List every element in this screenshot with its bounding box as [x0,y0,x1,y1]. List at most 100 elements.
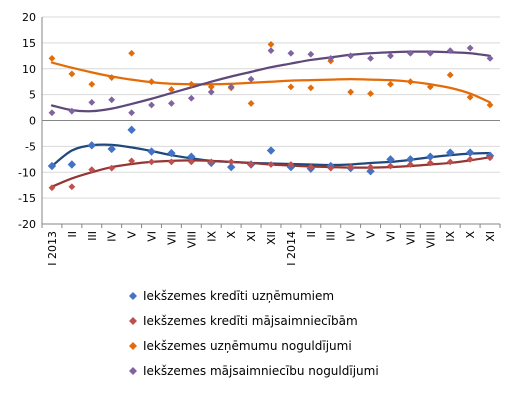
data-point-series-4 [426,49,434,57]
y-tick-label: 5 [29,89,36,102]
y-tick-label: 15 [22,37,36,50]
data-point-series-1 [167,148,176,158]
data-point-series-4 [187,94,195,102]
x-tick-label: V [126,231,139,239]
data-point-series-3 [466,93,474,101]
x-tick-label: VIII [185,231,198,248]
data-point-series-3 [387,80,394,88]
data-point-series-1 [226,162,236,172]
data-point-series-3 [128,49,136,57]
legend-marker-series-2 [129,317,137,325]
data-point-series-1 [266,146,276,155]
data-point-series-4 [267,47,275,55]
x-tick-label: VI [146,231,159,242]
data-point-series-3 [267,41,275,48]
y-tick-label: -15 [18,192,36,205]
data-point-series-4 [406,49,414,57]
x-tick-label: II [66,231,79,238]
data-point-series-4 [48,109,56,117]
data-point-series-3 [307,84,315,92]
x-axis-tick-labels: I 2013 II III IV V VI VII VIII IX X XI XII I 2014 II I… [46,231,497,266]
data-point-series-3 [406,78,414,86]
y-axis-tick-labels: 20 15 10 5 0 -5 -10 -15 -20 [18,11,36,231]
x-tick-label: VII [404,231,417,245]
legend-marker-series-1 [129,292,137,300]
data-point-series-4 [287,49,295,57]
axes [41,17,501,228]
data-point-series-2 [446,158,454,166]
data-point-series-3 [68,70,76,78]
data-point-series-2 [108,164,116,172]
data-point-series-2 [148,158,155,166]
data-point-series-1 [147,147,156,156]
y-tick-label: -20 [18,218,36,231]
data-point-series-4 [347,52,355,60]
x-tick-label: VI [384,231,397,242]
legend: Iekšzemes kredīti uzņēmumiem Iekšzemes kr… [129,289,379,378]
data-point-series-1 [426,152,435,161]
data-point-series-2 [247,161,255,168]
legend-marker-series-4 [129,367,137,375]
data-point-series-3 [168,86,175,93]
data-point-series-4 [466,44,474,52]
trendline-series-4 [50,50,492,113]
data-points [47,41,495,192]
data-point-series-2 [426,159,434,167]
x-tick-label: IX [444,231,457,242]
legend-label-series-2: Iekšzemes kredīti mājsaimniecībām [143,314,358,328]
data-point-series-3 [88,80,96,88]
data-point-series-3 [367,90,374,97]
x-tick-label: XII [265,231,278,245]
data-point-series-1 [187,152,196,161]
data-point-series-4 [307,50,315,58]
data-point-series-1 [47,161,57,171]
data-point-series-1 [446,148,455,157]
data-point-series-3 [486,101,494,109]
data-point-series-1 [67,160,77,169]
legend-label-series-3: Iekšzemes uzņēmumu noguldījumi [143,339,352,353]
data-point-series-2 [486,154,494,162]
data-point-series-2 [207,158,215,166]
data-point-series-1 [366,167,375,176]
data-point-series-2 [48,184,56,192]
x-tick-label: X [464,231,477,239]
legend-label-series-1: Iekšzemes kredīti uzņēmumiem [143,289,334,303]
data-point-series-2 [88,166,96,174]
data-point-series-1 [107,144,116,154]
data-point-series-3 [446,71,454,79]
y-tick-label: -10 [18,166,36,179]
legend-label-series-4: Iekšzemes mājsaimniecību noguldījumi [143,364,379,378]
y-tick-label: 20 [22,11,36,24]
x-tick-label: III [325,231,338,241]
data-point-series-2 [347,163,355,171]
data-point-series-2 [68,183,76,191]
data-point-series-4 [148,101,155,109]
data-point-series-3 [247,100,255,107]
data-point-series-3 [108,74,116,81]
data-point-series-1 [465,148,475,157]
data-point-series-4 [227,83,235,91]
data-point-series-2 [367,163,374,171]
x-tick-label: XI [484,231,497,242]
data-point-series-4 [88,98,96,106]
data-point-series-2 [406,161,414,168]
data-point-series-1 [127,125,136,135]
y-tick-label: 0 [29,115,36,128]
data-point-series-3 [347,88,355,96]
data-point-series-2 [128,157,136,165]
data-point-series-4 [387,52,394,60]
data-point-series-3 [287,83,295,91]
x-tick-label: IV [345,231,358,242]
x-tick-label: IX [205,231,218,242]
data-point-series-4 [108,96,116,104]
x-tick-label: VIII [424,231,437,248]
data-point-series-2 [387,162,394,170]
x-tick-label: III [86,231,99,241]
x-tick-label: X [225,231,238,239]
data-point-series-2 [187,158,195,166]
data-point-series-4 [128,109,136,117]
data-point-series-2 [168,158,175,166]
data-point-series-1 [87,141,96,150]
x-tick-label: VII [165,231,178,245]
